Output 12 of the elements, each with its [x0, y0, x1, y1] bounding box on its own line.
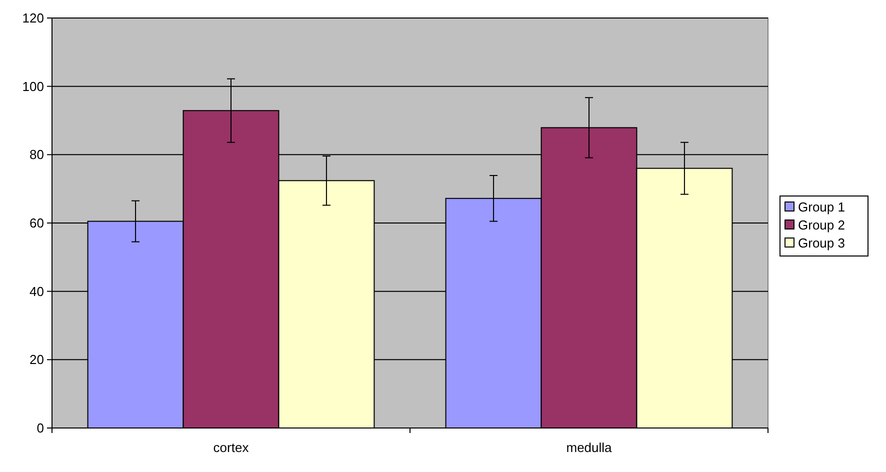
y-tick-label: 120 — [22, 10, 44, 26]
x-tick-label: cortex — [213, 440, 250, 455]
y-tick-label: 20 — [30, 352, 44, 368]
y-tick-label: 0 — [36, 420, 44, 436]
x-tick-label: medulla — [566, 440, 613, 455]
legend-label: Group 1 — [798, 200, 845, 215]
legend-label: Group 2 — [798, 218, 845, 233]
y-tick-label: 60 — [30, 216, 44, 231]
y-tick-label: 80 — [30, 147, 44, 162]
y-tick-label: 100 — [22, 78, 44, 94]
legend-label: Group 3 — [798, 236, 845, 251]
y-tick-label: 40 — [30, 284, 44, 299]
